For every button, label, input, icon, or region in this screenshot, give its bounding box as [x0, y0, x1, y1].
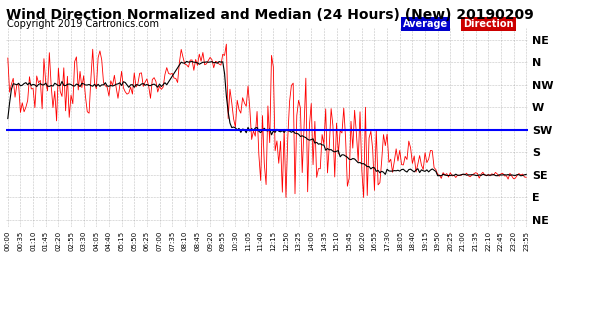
Text: Average: Average — [403, 20, 448, 29]
Text: Direction: Direction — [463, 20, 514, 29]
Text: Wind Direction Normalized and Median (24 Hours) (New) 20190209: Wind Direction Normalized and Median (24… — [6, 8, 534, 22]
Text: Copyright 2019 Cartronics.com: Copyright 2019 Cartronics.com — [7, 20, 158, 29]
